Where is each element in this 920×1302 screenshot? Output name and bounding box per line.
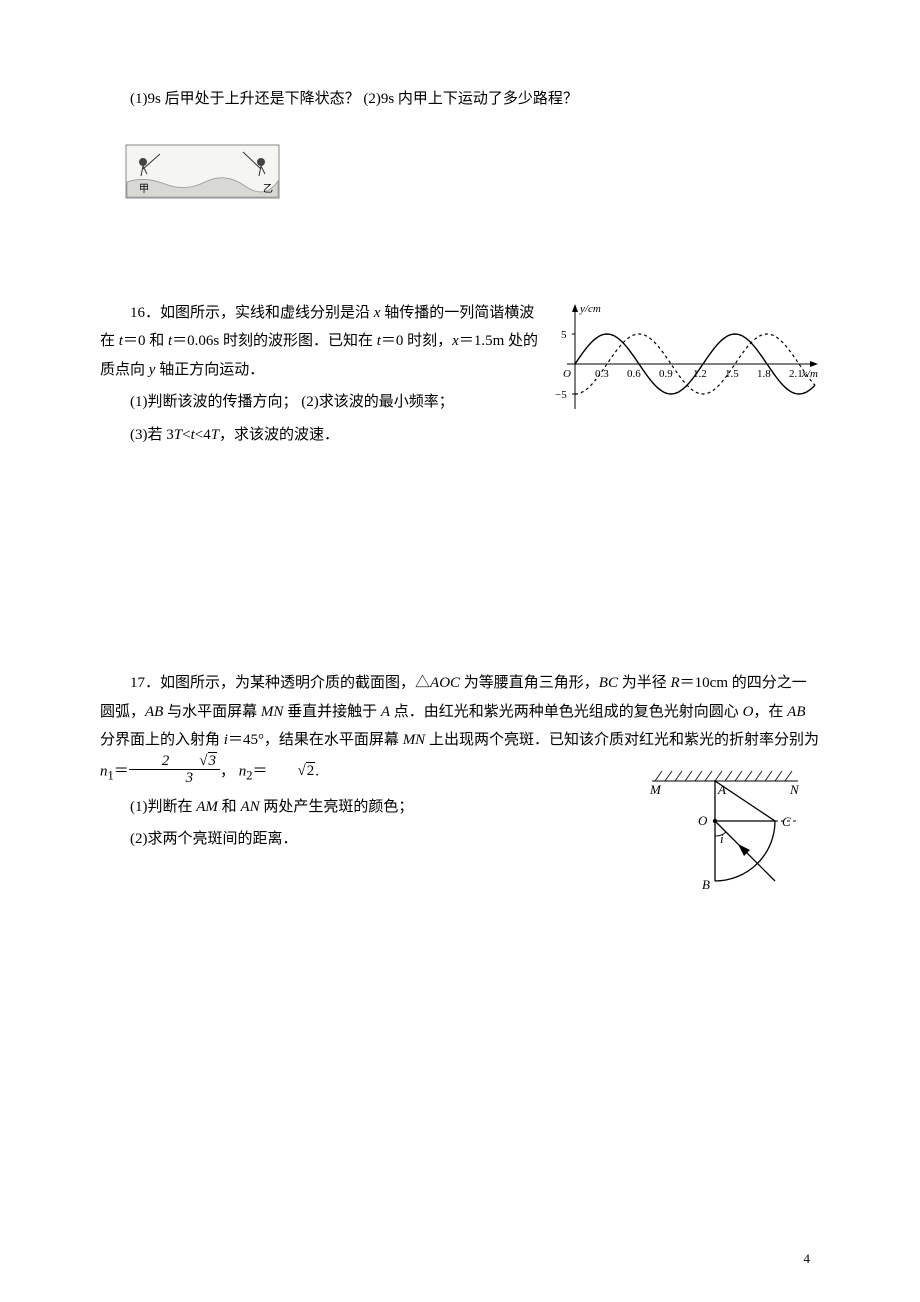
fraction-2sqrt3-over-3: 233 [129, 753, 220, 787]
svg-text:5: 5 [561, 329, 567, 341]
svg-text:0.3: 0.3 [595, 368, 609, 380]
svg-text:1.8: 1.8 [757, 368, 771, 380]
svg-text:A: A [717, 782, 726, 797]
q15-section: (1)9s 后甲处于上升还是下降状态？ (2)9s 内甲上下运动了多少路程？ 甲… [100, 85, 820, 199]
svg-text:B: B [702, 877, 710, 892]
q16-figure: y/cm x/m O 5 −5 0.3 0.6 0.9 1.2 1.5 [555, 299, 825, 429]
svg-text:O: O [563, 368, 571, 380]
svg-text:0.9: 0.9 [659, 368, 673, 380]
q16-num: 16． [130, 305, 160, 321]
svg-text:2.1: 2.1 [789, 368, 803, 380]
svg-text:−5: −5 [555, 389, 567, 401]
q15-line1: (1)9s 后甲处于上升还是下降状态？ (2)9s 内甲上下运动了多少路程？ [100, 85, 820, 114]
svg-text:甲: 甲 [139, 184, 149, 195]
svg-text:乙: 乙 [263, 183, 273, 195]
q17-p2: (1)判断在 AM 和 AN 两处产生亮斑的颜色； [100, 793, 530, 822]
q16-p3: (3)若 3T<t<4T，求该波的波速． [100, 421, 540, 450]
sqrt2: 2 [268, 757, 316, 786]
q17-num: 17． [130, 675, 160, 691]
q16-p1: 16．如图所示，实线和虚线分别是沿 x 轴传播的一列简谐横波在 t＝0 和 t＝… [100, 299, 540, 385]
q17-section: 17．如图所示，为某种透明介质的截面图，△AOC 为等腰直角三角形，BC 为半径… [100, 669, 820, 854]
q16-section: 16．如图所示，实线和虚线分别是沿 x 轴传播的一列简谐横波在 t＝0 和 t＝… [100, 299, 820, 450]
y-axis-label: y/cm [579, 303, 601, 315]
q16-p2: (1)判断该波的传播方向； (2)求该波的最小频率； [100, 388, 540, 417]
q15-figure: 甲 乙 [125, 144, 280, 199]
page-number: 4 [804, 1247, 811, 1272]
svg-text:M: M [649, 782, 662, 797]
svg-text:O: O [698, 813, 708, 828]
svg-text:C: C [782, 814, 791, 829]
svg-text:1.5: 1.5 [725, 368, 739, 380]
svg-text:i: i [720, 831, 724, 846]
q17-p3: (2)求两个亮斑间的距离． [100, 825, 530, 854]
svg-text:N: N [789, 782, 800, 797]
q16-text: 16．如图所示，实线和虚线分别是沿 x 轴传播的一列简谐横波在 t＝0 和 t＝… [100, 299, 540, 450]
q17-figure: M A N O C B i [640, 761, 810, 901]
svg-text:0.6: 0.6 [627, 368, 641, 380]
